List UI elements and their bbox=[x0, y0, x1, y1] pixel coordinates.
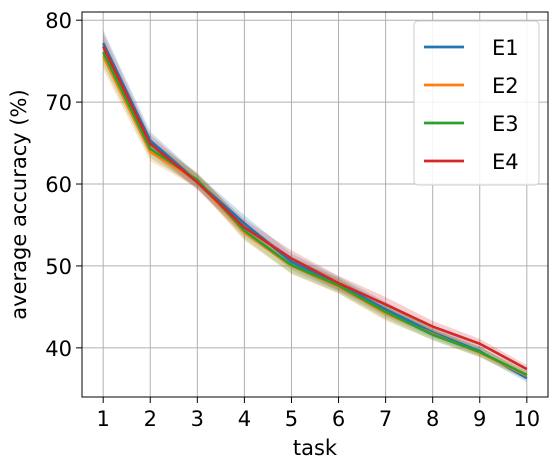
series-line-e1 bbox=[102, 42, 528, 380]
x-tick-label: 6 bbox=[332, 407, 345, 431]
plot-frame bbox=[81, 11, 549, 398]
y-tick-label: 40 bbox=[45, 337, 72, 361]
legend-label: E2 bbox=[492, 74, 519, 98]
y-axis-ticks: 40 50 60 70 80 bbox=[45, 9, 82, 361]
y-tick-label: 60 bbox=[45, 173, 72, 197]
legend-label: E3 bbox=[492, 112, 519, 136]
x-tick-label: 4 bbox=[238, 407, 251, 431]
x-tick-label: 7 bbox=[379, 407, 392, 431]
x-tick-label: 8 bbox=[426, 407, 439, 431]
x-tick-label: 9 bbox=[473, 407, 486, 431]
x-tick-label: 1 bbox=[96, 407, 109, 431]
y-tick-label: 50 bbox=[45, 255, 72, 279]
x-tick-label: 10 bbox=[513, 407, 540, 431]
y-tick-label: 70 bbox=[45, 91, 72, 115]
series-line-e4 bbox=[102, 45, 528, 371]
x-axis-label: task bbox=[293, 436, 338, 460]
x-tick-label: 3 bbox=[191, 407, 204, 431]
legend: E1 E2 E3 E4 bbox=[413, 20, 540, 186]
series-lines bbox=[102, 42, 528, 380]
x-tick-label: 2 bbox=[144, 407, 157, 431]
y-tick-label: 80 bbox=[45, 9, 72, 33]
legend-label: E4 bbox=[492, 150, 519, 174]
legend-label: E1 bbox=[492, 36, 519, 60]
x-tick-label: 5 bbox=[285, 407, 298, 431]
x-axis-ticks: 1 2 3 4 5 6 7 8 9 10 bbox=[96, 397, 540, 431]
y-axis-label: average accuracy (%) bbox=[7, 89, 31, 319]
legend-box bbox=[413, 20, 540, 186]
